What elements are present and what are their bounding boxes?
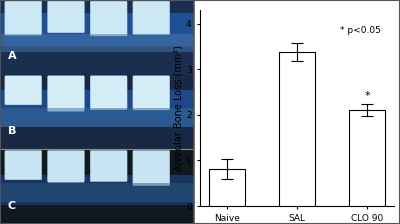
Text: D: D	[186, 0, 196, 2]
FancyBboxPatch shape	[133, 151, 170, 186]
Bar	[0, 75, 194, 149]
FancyBboxPatch shape	[5, 1, 42, 35]
FancyBboxPatch shape	[90, 1, 127, 36]
FancyBboxPatch shape	[5, 151, 42, 180]
FancyBboxPatch shape	[133, 1, 170, 35]
FancyBboxPatch shape	[90, 151, 127, 182]
Bar	[0, 90, 194, 127]
Bar	[0, 108, 194, 127]
Bar	[0, 175, 194, 205]
Text: B: B	[8, 126, 16, 136]
Bar	[0, 13, 194, 46]
FancyBboxPatch shape	[5, 76, 42, 105]
Bar	[349, 110, 385, 206]
Bar	[0, 183, 194, 202]
Bar	[0, 0, 194, 75]
Y-axis label: Alveolar Bone Loss (mm²): Alveolar Bone Loss (mm²)	[173, 45, 183, 171]
Text: A: A	[8, 51, 16, 61]
FancyBboxPatch shape	[90, 76, 127, 110]
FancyBboxPatch shape	[133, 76, 170, 110]
FancyBboxPatch shape	[48, 1, 84, 33]
Bar	[209, 169, 245, 206]
FancyBboxPatch shape	[48, 151, 84, 182]
Bar	[279, 52, 315, 206]
Bar	[0, 149, 194, 224]
Text: C: C	[8, 200, 16, 211]
Text: *: *	[364, 91, 370, 101]
FancyBboxPatch shape	[48, 76, 84, 112]
Bar	[0, 34, 194, 52]
Text: * p<0.05: * p<0.05	[340, 26, 381, 35]
